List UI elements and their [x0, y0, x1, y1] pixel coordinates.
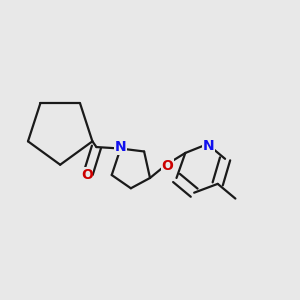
Text: N: N [115, 140, 126, 154]
Text: O: O [81, 168, 93, 182]
Text: O: O [162, 159, 174, 173]
Text: N: N [203, 139, 215, 153]
